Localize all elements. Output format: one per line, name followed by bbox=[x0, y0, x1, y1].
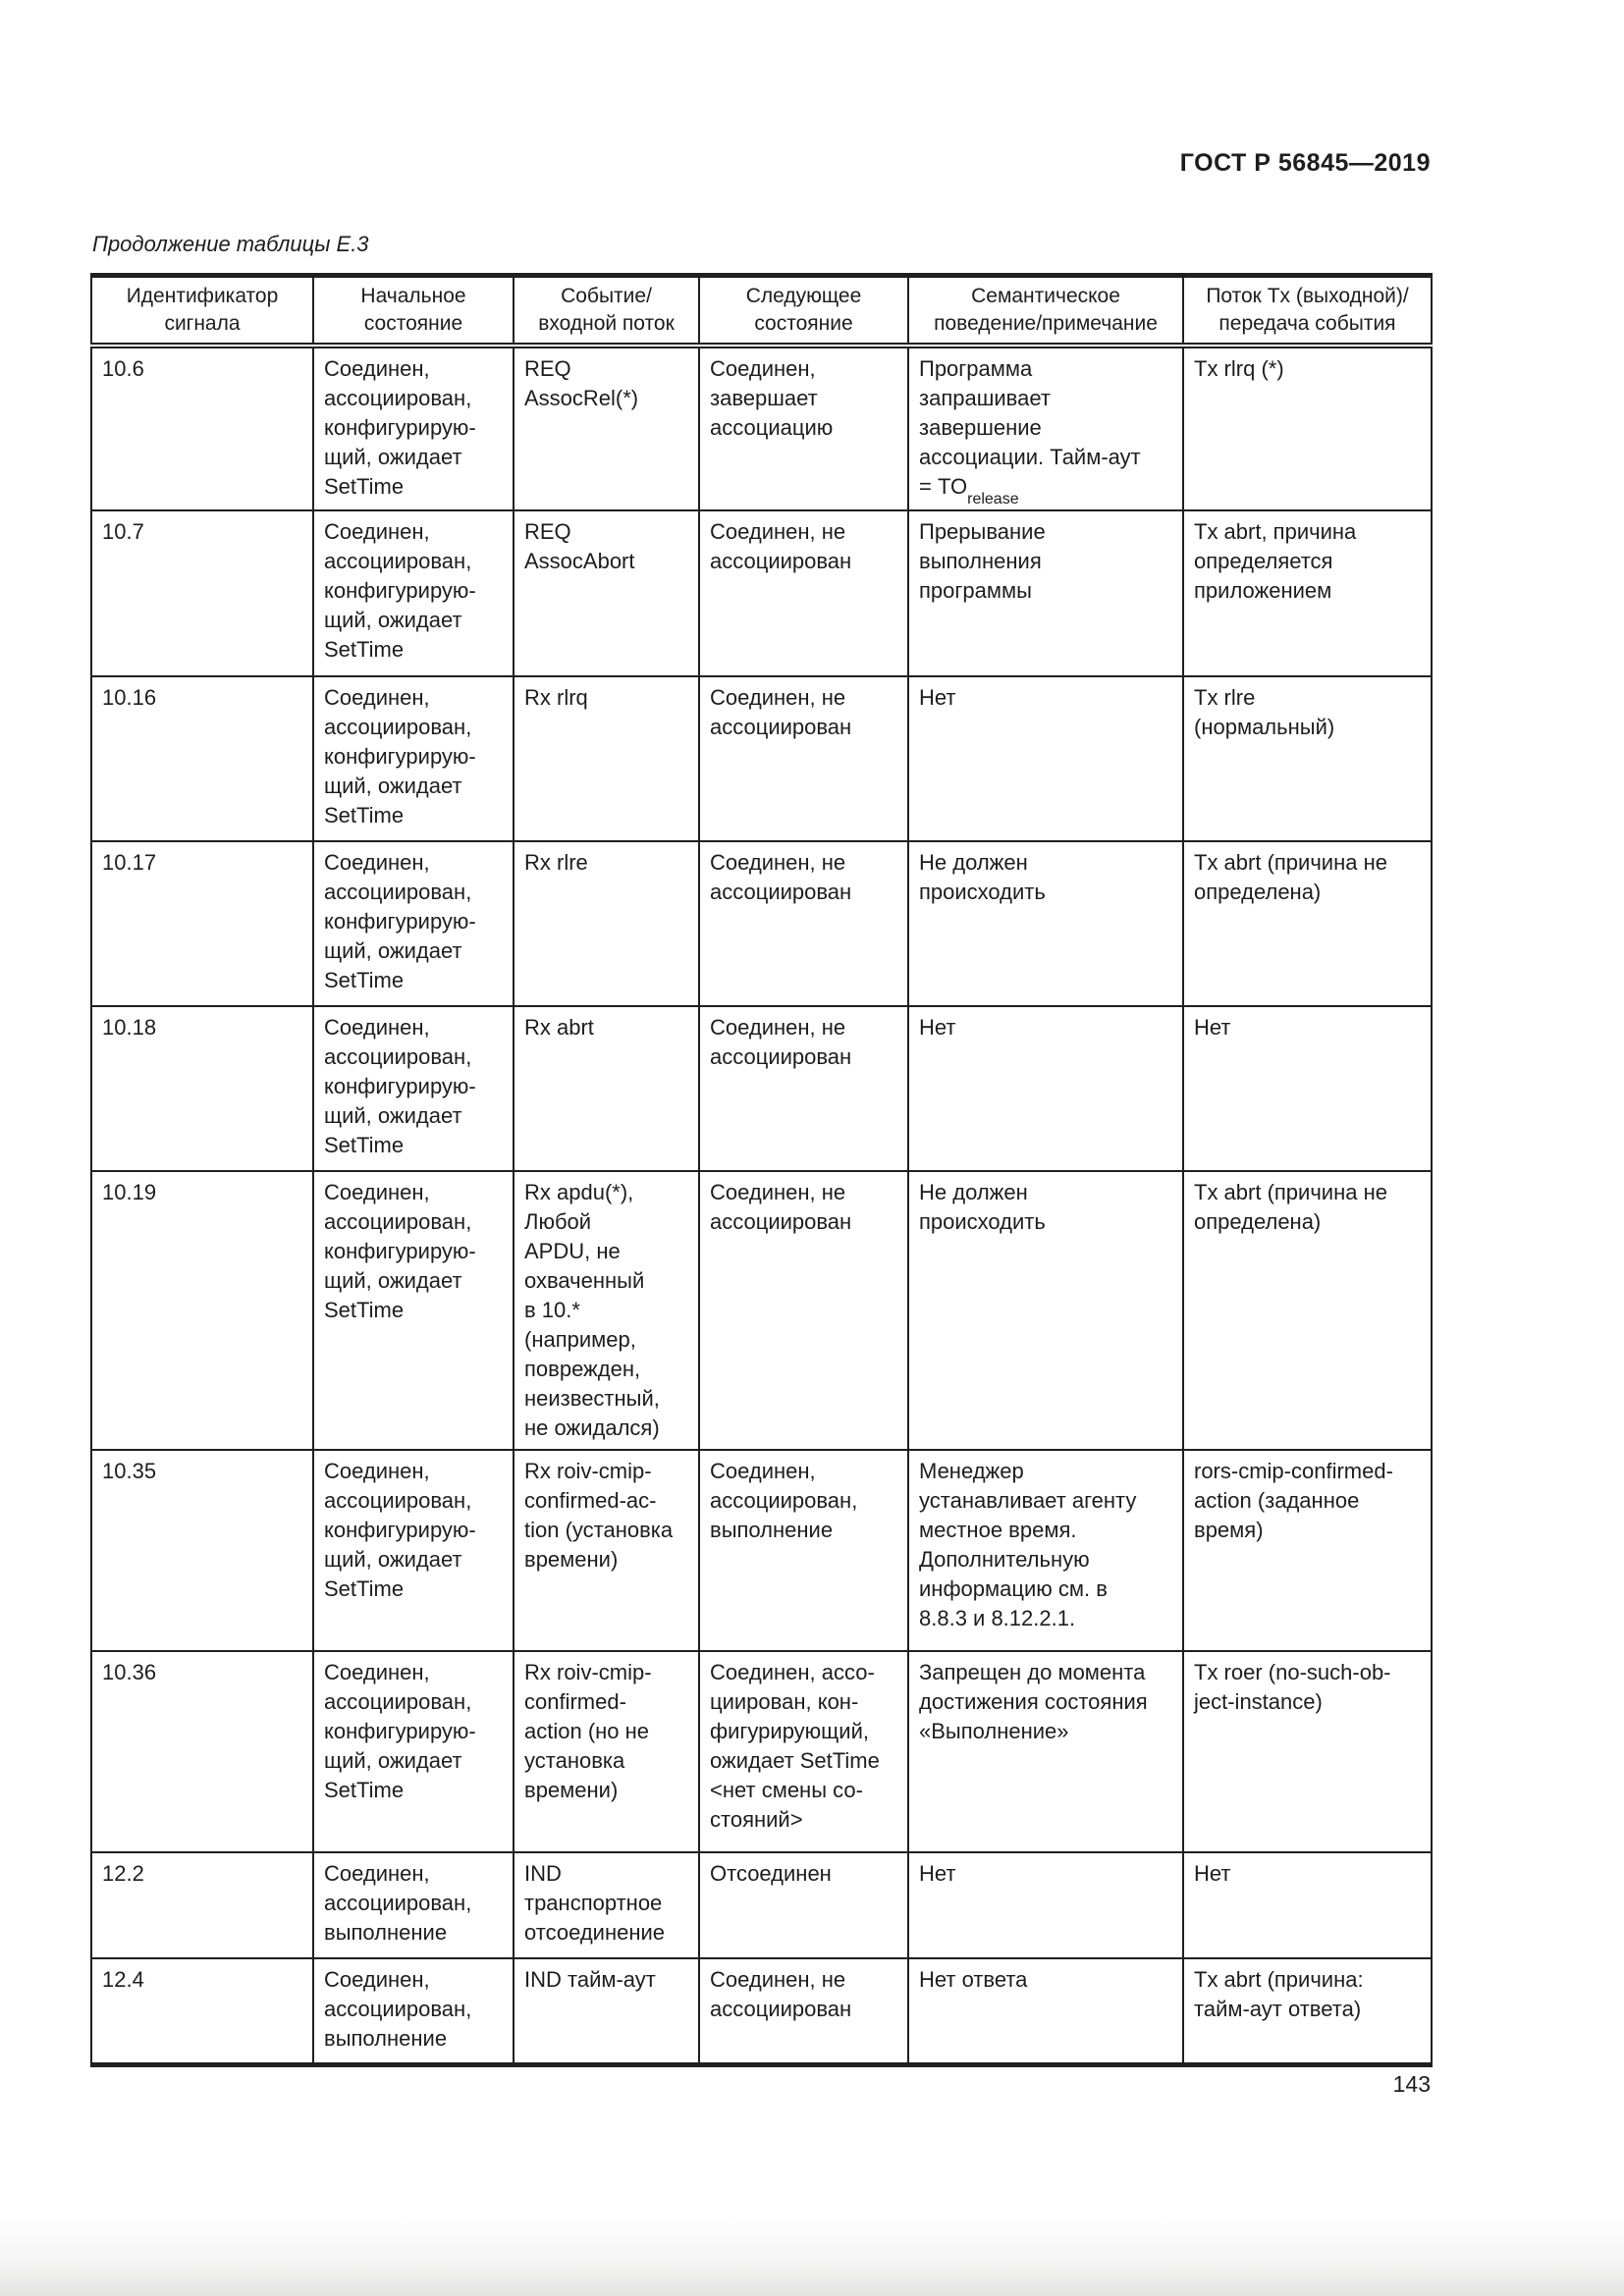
table-cell: Соединен, ассоциирован, конфигурирую- щи… bbox=[312, 1170, 514, 1451]
table-cell: 10.6 bbox=[90, 345, 314, 511]
table-cell: Нет bbox=[907, 1005, 1184, 1172]
table-cell: Соединен, ассоциирован, выполнение bbox=[312, 1957, 514, 2065]
table-cell: Нет bbox=[1182, 1851, 1433, 1959]
column-header-next-state: Следующее состояние bbox=[698, 274, 909, 348]
table-cell: Соединен, не ассоциирован bbox=[698, 1957, 909, 2065]
table-cell: 10.16 bbox=[90, 675, 314, 842]
table-row: 10.35 Соединен, ассоциирован, конфигурир… bbox=[90, 1449, 1433, 1652]
table-cell: Отсоединен bbox=[698, 1851, 909, 1959]
table-cell: Rx rlre bbox=[513, 840, 700, 1007]
running-header-standard-ref: ГОСТ Р 56845—2019 bbox=[1179, 149, 1431, 177]
scan-shadow-artifact bbox=[0, 2217, 1624, 2296]
table-body: 10.6 Соединен, ассоциирован, конфигуриру… bbox=[90, 345, 1433, 2065]
table-row: 10.7 Соединен, ассоциирован, конфигуриру… bbox=[90, 509, 1433, 677]
table-cell: Нет bbox=[1182, 1005, 1433, 1172]
table-cell: Tx rlre (нормальный) bbox=[1182, 675, 1433, 842]
table-cell: Tx abrt (причина не определена) bbox=[1182, 1170, 1433, 1451]
table-cell: 10.35 bbox=[90, 1449, 314, 1652]
table-cell: Соединен, не ассоциирован bbox=[698, 1005, 909, 1172]
table-cell: Соединен, ассоциирован, конфигурирую- щи… bbox=[312, 1650, 514, 1853]
table-cell: Rx roiv-cmip- confirmed- action (но не у… bbox=[513, 1650, 700, 1853]
table-cell: Запрещен до момента достижения состояния… bbox=[907, 1650, 1184, 1853]
table-cell: 10.36 bbox=[90, 1650, 314, 1853]
table-cell: Tx abrt (причина не определена) bbox=[1182, 840, 1433, 1007]
table-cell: Соединен, не ассоциирован bbox=[698, 840, 909, 1007]
table-caption: Продолжение таблицы Е.3 bbox=[92, 232, 369, 256]
table-row: 10.16 Соединен, ассоциирован, конфигурир… bbox=[90, 675, 1433, 842]
table-cell: Прерывание выполнения программы bbox=[907, 509, 1184, 677]
table-cell: Соединен, не ассоциирован bbox=[698, 1170, 909, 1451]
table-row: 10.6 Соединен, ассоциирован, конфигуриру… bbox=[90, 345, 1433, 511]
table-cell: 12.4 bbox=[90, 1957, 314, 2065]
table-cell: Программа запрашивает завершение ассоциа… bbox=[907, 345, 1184, 511]
table-header-row: Идентификатор сигнала Начальное состояни… bbox=[90, 274, 1433, 348]
table-cell: Rx roiv-cmip- confirmed-ac- tion (устано… bbox=[513, 1449, 700, 1652]
table-cell: Соединен, ассоциирован, выполнение bbox=[698, 1449, 909, 1652]
table-cell: Rx apdu(*), Любой APDU, не охваченный в … bbox=[513, 1170, 700, 1451]
table-cell: 10.7 bbox=[90, 509, 314, 677]
column-header-tx-stream: Поток Tx (выходной)/ передача события bbox=[1182, 274, 1433, 348]
column-header-initial-state: Начальное состояние bbox=[312, 274, 514, 348]
column-header-signal-id: Идентификатор сигнала bbox=[90, 274, 314, 348]
table-cell: Tx rlrq (*) bbox=[1182, 345, 1433, 511]
table-cell: Соединен, ассоциирован, конфигурирую- щи… bbox=[312, 675, 514, 842]
table-cell: Соединен, ассо- циирован, кон- фигурирую… bbox=[698, 1650, 909, 1853]
table-cell: Соединен, не ассоциирован bbox=[698, 675, 909, 842]
table-cell: Не должен происходить bbox=[907, 840, 1184, 1007]
column-header-semantic-behavior: Семантическое поведение/примечание bbox=[907, 274, 1184, 348]
table-cell: rors-cmip-confirmed- action (заданное вр… bbox=[1182, 1449, 1433, 1652]
table-cell: Tx roer (no-such-ob- ject-instance) bbox=[1182, 1650, 1433, 1853]
table-row: 10.18 Соединен, ассоциирован, конфигурир… bbox=[90, 1005, 1433, 1172]
table-cell: Нет bbox=[907, 1851, 1184, 1959]
table-cell: Менеджер устанавливает агенту местное вр… bbox=[907, 1449, 1184, 1652]
table-cell: Tx abrt, причина определяется приложение… bbox=[1182, 509, 1433, 677]
table-cell: Не должен происходить bbox=[907, 1170, 1184, 1451]
table-cell: Соединен, ассоциирован, выполнение bbox=[312, 1851, 514, 1959]
column-header-event-input: Событие/ входной поток bbox=[513, 274, 700, 348]
table-cell: Соединен, ассоциирован, конфигурирую- щи… bbox=[312, 1005, 514, 1172]
table-cell: Соединен, ассоциирован, конфигурирую- щи… bbox=[312, 840, 514, 1007]
table-row: 10.36 Соединен, ассоциирован, конфигурир… bbox=[90, 1650, 1433, 1853]
table-cell: Нет ответа bbox=[907, 1957, 1184, 2065]
table-cell: REQ AssocAbort bbox=[513, 509, 700, 677]
table-row: 10.17 Соединен, ассоциирован, конфигурир… bbox=[90, 840, 1433, 1007]
table-row: 12.2 Соединен, ассоциирован, выполнение … bbox=[90, 1851, 1433, 1959]
table-cell: REQ AssocRel(*) bbox=[513, 345, 700, 511]
table-cell: Нет bbox=[907, 675, 1184, 842]
state-transition-table: Идентификатор сигнала Начальное состояни… bbox=[90, 273, 1433, 2067]
table-cell: 12.2 bbox=[90, 1851, 314, 1959]
table-cell: 10.17 bbox=[90, 840, 314, 1007]
timeout-subscript: release bbox=[967, 491, 1019, 508]
table-cell: 10.18 bbox=[90, 1005, 314, 1172]
table-cell: IND транспортное отсоединение bbox=[513, 1851, 700, 1959]
table-cell: Tx abrt (причина: тайм-аут ответа) bbox=[1182, 1957, 1433, 2065]
table-cell: 10.19 bbox=[90, 1170, 314, 1451]
table-cell: Соединен, ассоциирован, конфигурирую- щи… bbox=[312, 509, 514, 677]
table-cell: Rx rlrq bbox=[513, 675, 700, 842]
table-cell: Соединен, ассоциирован, конфигурирую- щи… bbox=[312, 345, 514, 511]
table-row: 10.19 Соединен, ассоциирован, конфигурир… bbox=[90, 1170, 1433, 1451]
table-cell: Rx abrt bbox=[513, 1005, 700, 1172]
cell-text: Программа запрашивает завершение ассоциа… bbox=[919, 356, 1141, 499]
table-cell: Соединен, не ассоциирован bbox=[698, 509, 909, 677]
table-cell: IND тайм-аут bbox=[513, 1957, 700, 2065]
page-number: 143 bbox=[1392, 2071, 1431, 2097]
table-cell: Соединен, завершает ассоциацию bbox=[698, 345, 909, 511]
table-row: 12.4 Соединен, ассоциирован, выполнение … bbox=[90, 1957, 1433, 2065]
table-header: Идентификатор сигнала Начальное состояни… bbox=[90, 274, 1433, 348]
table-cell: Соединен, ассоциирован, конфигурирую- щи… bbox=[312, 1449, 514, 1652]
